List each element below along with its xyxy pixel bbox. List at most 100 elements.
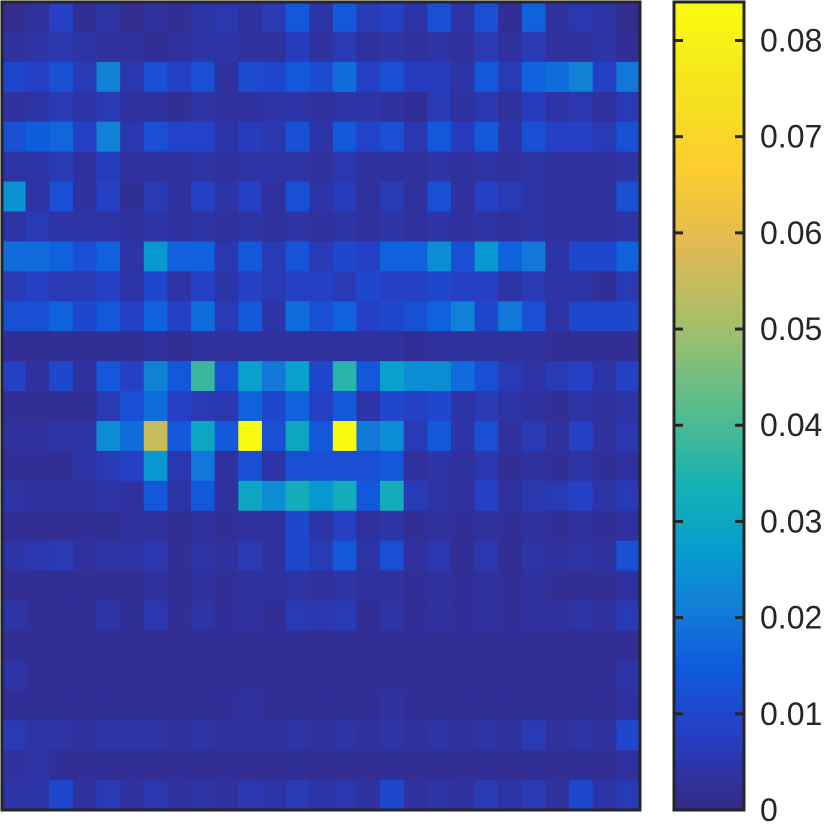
heatmap-cell (356, 61, 381, 93)
heatmap-cell (2, 540, 27, 572)
heatmap-cell (380, 331, 405, 362)
heatmap-cell (214, 540, 239, 572)
heatmap-cell (616, 301, 641, 332)
heatmap-cell (592, 391, 617, 422)
colorbar-segment (674, 676, 744, 682)
heatmap-cell (545, 361, 570, 392)
colorbar-segment (674, 789, 744, 795)
colorbar-segment (674, 543, 744, 549)
heatmap-cell (120, 780, 145, 811)
colorbar-segment (674, 595, 744, 601)
colorbar-segment (674, 115, 744, 120)
heatmap-cell (2, 660, 27, 691)
heatmap-cell (403, 361, 428, 392)
heatmap-cell (238, 241, 263, 272)
heatmap-cell (167, 510, 192, 542)
heatmap-cell (332, 510, 358, 542)
heatmap-cell (474, 271, 499, 302)
heatmap-cell (191, 151, 216, 183)
heatmap-cell (545, 391, 570, 422)
heatmap-cell (96, 151, 121, 183)
heatmap-cell (403, 450, 428, 482)
heatmap-cell (616, 720, 641, 751)
colorbar-segment (674, 216, 744, 221)
heatmap-cell (356, 211, 381, 243)
colorbar-segment (674, 640, 744, 646)
colorbar-segment (674, 777, 744, 783)
heatmap-cell (309, 151, 334, 183)
heatmap-cell (592, 690, 617, 721)
heatmap-cell (191, 391, 216, 422)
heatmap-cell (592, 540, 617, 572)
heatmap-cell (569, 510, 594, 542)
heatmap-cell (96, 181, 121, 213)
heatmap-cell (616, 780, 641, 811)
colorbar-segment (674, 22, 744, 28)
heatmap-cell (521, 630, 547, 661)
heatmap-cell (120, 660, 145, 691)
heatmap-cell (498, 31, 523, 63)
heatmap-cell (120, 720, 145, 751)
heatmap-cell (167, 600, 192, 632)
heatmap-cell (592, 301, 617, 332)
heatmap-cell (120, 361, 145, 392)
heatmap-cell (498, 361, 523, 392)
colorbar-tick-label: 0.08 (760, 22, 822, 58)
heatmap-frame (0, 0, 642, 812)
heatmap-cell (427, 391, 452, 422)
colorbar-segment (674, 769, 744, 775)
heatmap-cell (309, 31, 334, 63)
colorbar-segment (674, 171, 744, 177)
heatmap-cell (49, 121, 74, 153)
heatmap-cell (592, 420, 617, 452)
colorbar-segment (674, 244, 744, 250)
colorbar-tick-label: 0.04 (760, 407, 822, 443)
heatmap-cell (214, 780, 239, 811)
heatmap-cell (356, 780, 381, 811)
heatmap-cell (616, 600, 641, 632)
colorbar-segment (674, 393, 744, 399)
heatmap-cell (214, 271, 239, 302)
colorbar-segment (674, 535, 744, 541)
heatmap-cell (592, 630, 617, 661)
heatmap-cell (356, 510, 381, 542)
heatmap-cell (238, 391, 263, 422)
heatmap-cell (49, 151, 74, 183)
heatmap-cell (309, 540, 334, 572)
heatmap-cell (403, 750, 428, 781)
heatmap-cell (191, 450, 216, 482)
heatmap-cell (285, 2, 310, 33)
heatmap-cell (616, 2, 641, 33)
colorbar-segment (674, 753, 744, 759)
heatmap-cell (143, 391, 169, 422)
colorbar-segment (674, 123, 744, 129)
heatmap-cell (521, 61, 547, 93)
heatmap-cell (332, 331, 358, 362)
colorbar-segment (674, 14, 744, 19)
heatmap-cell (498, 2, 523, 33)
heatmap-cell (521, 600, 547, 632)
heatmap-cell (143, 361, 169, 392)
heatmap-cell (427, 750, 452, 781)
colorbar-segment (674, 664, 744, 670)
colorbar-segment (674, 66, 744, 72)
colorbar-segment (674, 591, 744, 597)
colorbar-segment (674, 672, 744, 678)
heatmap-cell (356, 331, 381, 362)
heatmap-cell (25, 331, 50, 362)
heatmap-cell (167, 660, 192, 691)
heatmap-cell (521, 301, 547, 332)
colorbar-segment (674, 264, 744, 270)
heatmap-cell (309, 690, 334, 721)
colorbar-segment (674, 454, 744, 460)
heatmap-cell (356, 630, 381, 661)
heatmap-cell (427, 61, 452, 93)
heatmap-cell (285, 151, 310, 183)
heatmap-cell (498, 510, 523, 542)
colorbar-segment (674, 620, 744, 625)
heatmap-cell (238, 181, 263, 213)
heatmap-cell (2, 121, 27, 153)
heatmap-cell (120, 540, 145, 572)
heatmap-cell (72, 151, 98, 183)
heatmap-cell (2, 2, 27, 33)
